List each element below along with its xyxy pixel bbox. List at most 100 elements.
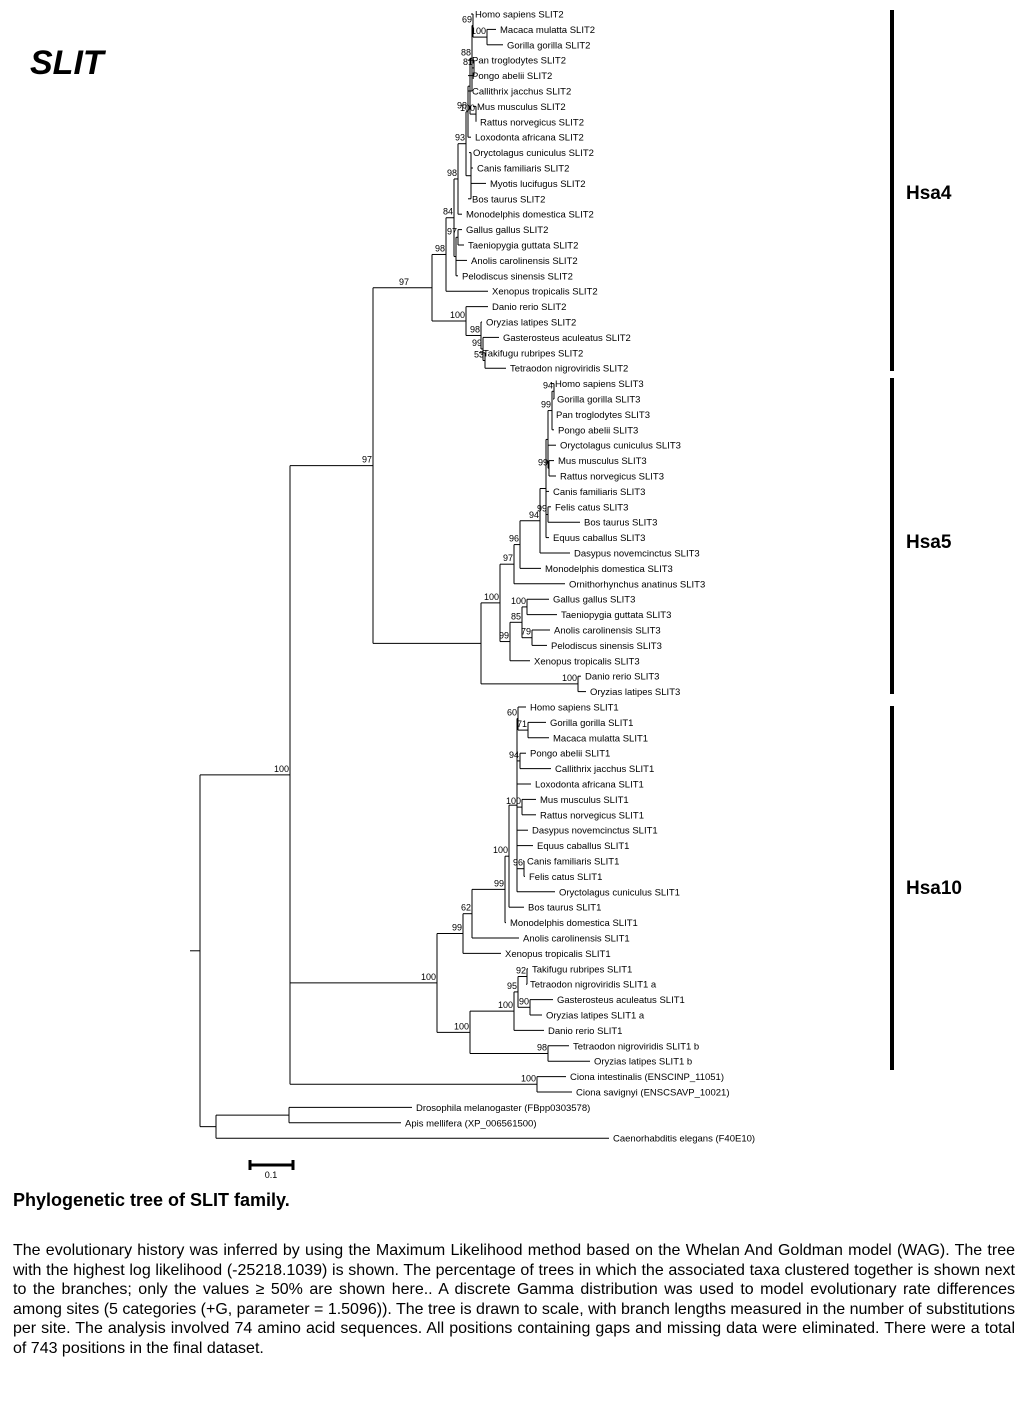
leaf-label: Rattus norvegicus SLIT3 bbox=[560, 472, 664, 483]
bootstrap-value: 98 bbox=[537, 1043, 547, 1053]
leaf-label: Homo sapiens SLIT1 bbox=[530, 703, 619, 714]
leaf-label: Gasterosteus aculeatus SLIT1 bbox=[557, 995, 685, 1006]
bootstrap-value: 100 bbox=[450, 310, 465, 320]
leaf-label: Pan troglodytes SLIT3 bbox=[556, 410, 650, 421]
leaf-label: Taeniopygia guttata SLIT2 bbox=[468, 241, 578, 252]
tree-branches bbox=[190, 13, 609, 1139]
leaf-label: Oryzias latipes SLIT1 a bbox=[546, 1011, 645, 1022]
leaf-label: Macaca mulatta SLIT2 bbox=[500, 25, 595, 36]
leaf-label: Pongo abelii SLIT3 bbox=[558, 425, 638, 436]
bootstrap-value: 92 bbox=[516, 966, 526, 976]
leaf-label: Gorilla gorilla SLIT1 bbox=[550, 718, 633, 729]
leaf-label: Gorilla gorilla SLIT3 bbox=[557, 395, 640, 406]
bootstrap-value: 62 bbox=[461, 903, 471, 913]
leaf-label: Ornithorhynchus anatinus SLIT3 bbox=[569, 579, 705, 590]
leaf-label: Bos taurus SLIT2 bbox=[472, 194, 545, 205]
bootstrap-value: 60 bbox=[507, 708, 517, 718]
bootstrap-value: 100 bbox=[454, 1021, 469, 1031]
leaf-label: Felis catus SLIT3 bbox=[555, 502, 628, 513]
leaf-label: Ciona savignyi (ENSCSAVP_10021) bbox=[576, 1088, 729, 1099]
bootstrap-value: 69 bbox=[462, 15, 472, 25]
leaf-label: Canis familiaris SLIT1 bbox=[527, 857, 619, 868]
leaf-label: Equus caballus SLIT1 bbox=[537, 841, 629, 852]
bootstrap-value: 99 bbox=[472, 338, 482, 348]
bootstrap-value: 100 bbox=[498, 1000, 513, 1010]
leaf-label: Danio rerio SLIT2 bbox=[492, 302, 566, 313]
bootstrap-value: 85 bbox=[511, 611, 521, 621]
bootstrap-value: 95 bbox=[507, 981, 517, 991]
leaf-label: Gallus gallus SLIT3 bbox=[553, 595, 635, 606]
bootstrap-value: 100 bbox=[521, 1073, 536, 1083]
bootstrap-value: 88 bbox=[461, 47, 471, 57]
leaf-label: Callithrix jacchus SLIT2 bbox=[472, 87, 571, 98]
leaf-label: Danio rerio SLIT1 bbox=[548, 1026, 622, 1037]
bootstrap-value: 97 bbox=[503, 553, 513, 563]
leaf-label: Rattus norvegicus SLIT2 bbox=[480, 117, 584, 128]
leaf-label: Macaca mulatta SLIT1 bbox=[553, 733, 648, 744]
bootstrap-value: 96 bbox=[509, 534, 519, 544]
bootstrap-value: 98 bbox=[470, 324, 480, 334]
leaf-label: Mus musculus SLIT3 bbox=[558, 456, 647, 467]
leaf-label: Gallus gallus SLIT2 bbox=[466, 225, 548, 236]
bootstrap-value: 84 bbox=[443, 207, 453, 217]
leaf-label: Monodelphis domestica SLIT1 bbox=[510, 918, 638, 929]
bootstrap-value: 97 bbox=[399, 277, 409, 287]
leaf-label: Pelodiscus sinensis SLIT3 bbox=[551, 641, 662, 652]
leaf-label: Bos taurus SLIT1 bbox=[528, 903, 601, 914]
leaf-label: Oryzias latipes SLIT2 bbox=[486, 318, 576, 329]
leaf-label: Oryctolagus cuniculus SLIT3 bbox=[560, 441, 681, 452]
bootstrap-value: 98 bbox=[435, 243, 445, 253]
leaf-label: Pelodiscus sinensis SLIT2 bbox=[462, 271, 573, 282]
bootstrap-value: 97 bbox=[447, 226, 457, 236]
bootstrap-value: 98 bbox=[457, 101, 467, 111]
leaf-label: Felis catus SLIT1 bbox=[529, 872, 602, 883]
scale-bar-label: 0.1 bbox=[265, 1170, 278, 1180]
leaf-label: Canis familiaris SLIT3 bbox=[553, 487, 645, 498]
caption-body: The evolutionary history was inferred by… bbox=[13, 1242, 1015, 1357]
bootstrap-value: 100 bbox=[421, 972, 436, 982]
leaf-label: Takifugu rubripes SLIT1 bbox=[532, 964, 632, 975]
leaf-label: Homo sapiens SLIT2 bbox=[475, 10, 564, 21]
leaf-label: Tetraodon nigroviridis SLIT1 b bbox=[573, 1041, 699, 1052]
clade-brackets: Hsa4 Hsa5 Hsa10 bbox=[890, 10, 962, 1070]
leaf-label: Monodelphis domestica SLIT3 bbox=[545, 564, 673, 575]
leaf-label: Ciona intestinalis (ENSCINP_11051) bbox=[570, 1072, 724, 1083]
caption-title: Phylogenetic tree of SLIT family. bbox=[13, 1190, 290, 1210]
bootstrap-value: 99 bbox=[494, 878, 504, 888]
leaf-label: Loxodonta africana SLIT1 bbox=[535, 780, 644, 791]
leaf-label: Myotis lucifugus SLIT2 bbox=[490, 179, 586, 190]
bootstrap-value: 94 bbox=[529, 510, 539, 520]
leaf-label: Anolis carolinensis SLIT2 bbox=[471, 256, 578, 267]
bootstrap-value: 97 bbox=[362, 455, 372, 465]
bootstrap-value: 100 bbox=[274, 764, 289, 774]
leaf-label: Anolis carolinensis SLIT1 bbox=[523, 934, 630, 945]
bootstrap-value: 99 bbox=[537, 504, 547, 514]
bootstrap-value: 79 bbox=[521, 627, 531, 637]
leaf-label: Taeniopygia guttata SLIT3 bbox=[561, 610, 671, 621]
leaf-label: Homo sapiens SLIT3 bbox=[555, 379, 644, 390]
bootstrap-value: 100 bbox=[484, 592, 499, 602]
bootstrap-value: 93 bbox=[455, 133, 465, 143]
bootstrap-value: 99 bbox=[538, 457, 548, 467]
bootstrap-value: 100 bbox=[471, 26, 486, 36]
leaf-label: Monodelphis domestica SLIT2 bbox=[466, 210, 594, 221]
leaf-label: Oryzias latipes SLIT3 bbox=[590, 687, 680, 698]
leaf-label: Gorilla gorilla SLIT2 bbox=[507, 40, 590, 51]
leaf-label: Oryzias latipes SLIT1 b bbox=[594, 1057, 692, 1068]
leaf-label: Anolis carolinensis SLIT3 bbox=[554, 626, 661, 637]
leaf-label: Canis familiaris SLIT2 bbox=[477, 164, 569, 175]
bootstrap-value: 99 bbox=[541, 400, 551, 410]
leaf-label: Mus musculus SLIT2 bbox=[477, 102, 566, 113]
leaf-label: Pongo abelii SLIT2 bbox=[472, 71, 552, 82]
leaf-label: Caenorhabditis elegans (F40E10) bbox=[613, 1134, 755, 1145]
leaf-label: Dasypus novemcinctus SLIT3 bbox=[574, 549, 700, 560]
clade-label: Hsa10 bbox=[906, 878, 962, 899]
bootstrap-value: 96 bbox=[513, 858, 523, 868]
leaf-label: Gasterosteus aculeatus SLIT2 bbox=[503, 333, 631, 344]
leaf-label: Xenopus tropicalis SLIT1 bbox=[505, 949, 611, 960]
leaf-label: Mus musculus SLIT1 bbox=[540, 795, 629, 806]
bootstrap-value: 71 bbox=[517, 719, 527, 729]
bootstrap-value: 94 bbox=[543, 380, 553, 390]
leaf-label: Xenopus tropicalis SLIT3 bbox=[534, 656, 640, 667]
clade-label: Hsa4 bbox=[906, 183, 952, 204]
